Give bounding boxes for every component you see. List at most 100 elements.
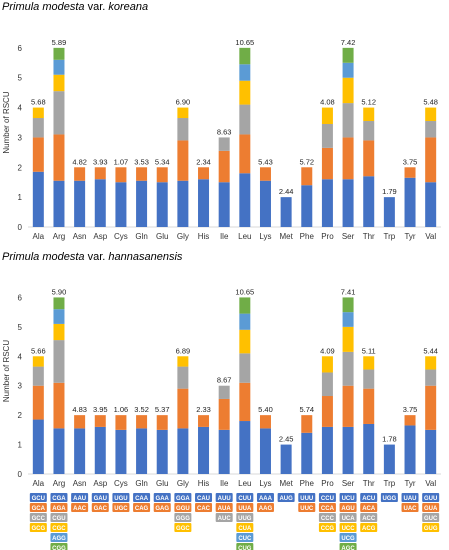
x-tick-label-tyr: Tyr	[404, 479, 415, 488]
codon-label: GCG	[31, 526, 45, 532]
x-tick-label-gln: Gln	[135, 479, 147, 488]
codon-legend-column-val: GUU GUA GUC GUG	[422, 493, 440, 532]
bar-segment-pro-1	[321, 426, 333, 474]
x-tick-label-lys: Lys	[259, 479, 271, 488]
codon-label: UAU	[404, 496, 417, 502]
codon-label: GCA	[32, 506, 46, 512]
data-label-cys: 1.07	[114, 157, 129, 166]
x-tick-label-leu: Leu	[238, 232, 251, 241]
x-tick-label-his: His	[198, 232, 210, 241]
codon-label: UGG	[383, 496, 397, 502]
codon-chip	[298, 503, 316, 512]
codon-chip	[50, 513, 68, 522]
bar-segment-leu-5	[239, 313, 251, 330]
codon-legend-column-asn: AAU AAC	[71, 493, 89, 512]
bar-segment-ser-3	[342, 103, 354, 138]
x-tick-label-ala: Ala	[33, 232, 45, 241]
codon-label: ACA	[362, 506, 376, 512]
codon-chip	[360, 513, 378, 522]
bar-segment-arg-3	[53, 91, 65, 135]
codon-label: CGC	[52, 526, 66, 532]
x-tick-label-glu: Glu	[156, 232, 168, 241]
variety-name: koreana	[108, 1, 149, 13]
bar-segment-ser-4	[342, 326, 354, 352]
y-tick-label: 5	[18, 323, 23, 332]
codon-label: UAC	[404, 506, 418, 512]
bar-segment-ser-1	[342, 179, 354, 227]
x-tick-label-tyr: Tyr	[404, 232, 415, 241]
data-label-glu: 5.37	[155, 405, 170, 414]
rank-label: var.	[87, 251, 106, 263]
codon-label: AGC	[341, 546, 355, 550]
codon-label: UGU	[114, 496, 127, 502]
bar-segment-val-1	[425, 182, 437, 227]
bar-segment-thr-3	[363, 121, 375, 141]
codon-chip	[29, 503, 47, 512]
codon-label: UUU	[300, 496, 313, 502]
codon-label: GUC	[424, 516, 438, 522]
x-tick-label-thr: Thr	[363, 232, 375, 241]
codon-chip	[50, 543, 68, 550]
codon-label: ACG	[362, 526, 376, 532]
x-tick-label-gly: Gly	[177, 479, 189, 488]
bar-segment-ile-1	[218, 429, 230, 474]
data-label-phe: 5.72	[299, 157, 314, 166]
codon-chip	[360, 503, 378, 512]
codon-label: ACU	[362, 496, 375, 502]
bar-segment-cys-1	[115, 429, 127, 474]
bar-segment-gly-2	[177, 140, 189, 181]
codon-label: AAU	[73, 496, 86, 502]
data-label-asn: 4.83	[72, 405, 87, 414]
bar-segment-ile-2	[218, 398, 230, 430]
codon-label: CUU	[238, 496, 251, 502]
data-label-leu: 10.65	[235, 38, 254, 47]
bar-segment-phe-1	[301, 432, 313, 474]
y-tick-label: 1	[18, 193, 23, 202]
x-tick-label-arg: Arg	[53, 232, 65, 241]
y-tick-label: 1	[18, 441, 23, 450]
x-tick-label-lys: Lys	[259, 232, 271, 241]
codon-label: CGG	[52, 546, 66, 550]
data-label-gly: 6.89	[176, 346, 191, 355]
codon-legend-column-cys: UGU UGC	[112, 493, 130, 512]
codon-legend-column-leu: CUU UUA UUG CUA CUC CUG	[236, 493, 254, 550]
x-tick-label-leu: Leu	[238, 479, 251, 488]
data-label-lys: 5.43	[258, 157, 273, 166]
bar-segment-gln-1	[136, 180, 148, 227]
data-label-thr: 5.12	[361, 98, 376, 107]
bar-segment-leu-6	[239, 297, 251, 314]
codon-legend-column-ile: AUU AUA AUC	[215, 493, 233, 522]
bar-segment-gln-2	[136, 167, 148, 181]
codon-legend-column-met: AUG	[277, 493, 295, 502]
codon-chip	[339, 493, 357, 502]
codon-legend-column-glu: GAA GAG	[153, 493, 171, 512]
codon-label: GAG	[155, 506, 169, 512]
y-tick-label: 2	[18, 163, 23, 172]
data-label-ser: 7.42	[341, 38, 356, 47]
bar-segment-ile-2	[218, 150, 230, 183]
bar-segment-thr-3	[363, 369, 375, 389]
codon-chip	[174, 503, 192, 512]
bar-segment-val-2	[425, 385, 437, 430]
codon-chip	[91, 503, 109, 512]
x-tick-label-met: Met	[279, 232, 293, 241]
y-axis-label: Number of RSCU	[2, 91, 11, 153]
codon-label: GCU	[32, 496, 45, 502]
codon-label: ACC	[362, 516, 376, 522]
codon-chip	[50, 533, 68, 542]
codon-chip	[71, 493, 89, 502]
codon-legend-column-ser: UCU AGU UCA UCC UCG AGC	[339, 493, 357, 550]
bar-segment-val-1	[425, 429, 437, 474]
bar-segment-his-2	[198, 415, 210, 427]
codon-label: CAU	[197, 496, 210, 502]
x-tick-label-val: Val	[425, 232, 436, 241]
codon-chip	[339, 503, 357, 512]
chart-koreana: Number of RSCU 0 1 2 3 4 5 6 5.68 Ala 5.89 Arg 4.82 A…	[2, 38, 441, 241]
codon-legend-column-asp: GAU GAC	[91, 493, 109, 512]
bar-segment-phe-2	[301, 167, 313, 186]
bar-segment-asp-1	[94, 179, 106, 227]
y-tick-label: 3	[18, 133, 23, 142]
codon-chip	[236, 523, 254, 532]
bar-segment-cys-1	[115, 182, 127, 227]
data-label-gln: 3.53	[134, 157, 149, 166]
